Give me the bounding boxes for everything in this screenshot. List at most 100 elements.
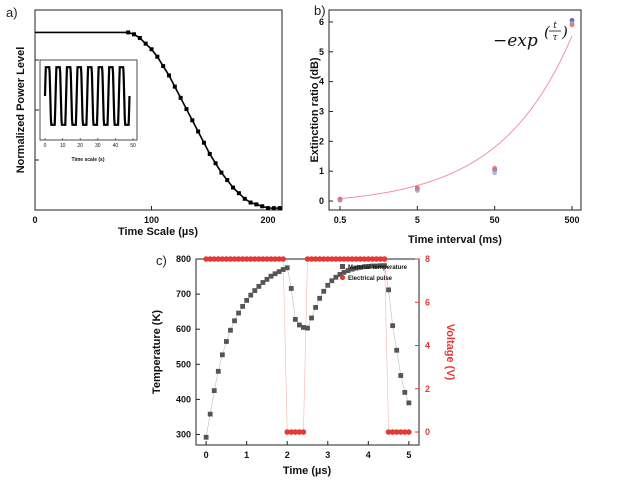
data-point (201, 140, 206, 145)
x-tick-label: 0 (204, 450, 209, 460)
data-point (260, 204, 265, 209)
legend-label-temperature: Material temperature (348, 265, 408, 271)
data-point (126, 30, 131, 35)
pulse-point (357, 256, 364, 262)
temperature-point (369, 263, 375, 269)
temperature-point (382, 263, 387, 269)
formula-denominator: τ (553, 33, 559, 43)
panel-c-points (203, 256, 412, 440)
temperature-point (224, 339, 229, 344)
temperature-point (394, 347, 400, 353)
data-point (492, 170, 498, 176)
y-tick-label: 500 (176, 359, 191, 369)
data-point (178, 95, 183, 100)
panel-b-points (337, 18, 575, 203)
pulse-point (219, 256, 226, 262)
data-point (207, 151, 212, 156)
data-point (166, 73, 171, 78)
pulse-point (235, 256, 242, 262)
x-tick-label: 50 (490, 215, 500, 225)
temperature-point (288, 286, 294, 291)
pulse-point (268, 256, 274, 262)
x-tick-label: 0 (32, 215, 37, 225)
panel-b-frame (328, 9, 582, 211)
formula-base: −exp (493, 31, 538, 51)
temperature-point (248, 292, 254, 298)
data-point (271, 206, 276, 211)
temperature-point (272, 271, 278, 277)
temperature-point (219, 352, 225, 358)
panel-a-label: a) (6, 5, 18, 20)
data-point (196, 129, 201, 134)
data-point (190, 118, 195, 123)
temperature-point (203, 434, 209, 440)
pulse-point (385, 429, 392, 435)
data-point (149, 47, 154, 52)
data-point (242, 196, 247, 201)
panel-c: c) 0 1 2 3 4 5 300 400 500 600 700 800 0 2 4 6 8 Materia… (151, 253, 456, 477)
temperature-point (280, 267, 286, 272)
temperature-point (402, 389, 408, 395)
data-point (231, 185, 236, 190)
data-point (155, 54, 160, 59)
inset-tick-label: 0 (44, 143, 47, 149)
pulse-point (239, 256, 246, 262)
legend-marker-pulse (339, 274, 346, 281)
y-tick-label: 0 (319, 196, 324, 206)
panel-a-x-axis-title: Time Scale (µs) (118, 226, 198, 238)
y-tick-label: 3 (319, 106, 324, 116)
pulse-point (349, 256, 355, 262)
legend-marker-temperature (340, 264, 345, 269)
data-point (492, 165, 498, 171)
pulse-point (251, 256, 258, 262)
y-tick-label: 4 (319, 77, 324, 87)
y-right-tick-label: 6 (425, 297, 430, 307)
pulse-point (284, 429, 291, 435)
temperature-point (240, 303, 246, 309)
pulse-point (304, 256, 311, 262)
temperature-point (256, 283, 262, 289)
pulse-point (296, 429, 303, 435)
pulse-point (329, 256, 335, 262)
pulse-point (406, 429, 412, 435)
panel-c-x-axis-title: Time (µs) (283, 465, 332, 477)
y-right-tick-label: 8 (425, 254, 430, 264)
x-tick-label: 5 (406, 450, 411, 460)
pulse-point (292, 429, 299, 435)
pulse-point (231, 256, 238, 262)
panel-a: a) 0 100 200 0 10 20 30 40 50 Time scale (s) Ti… (6, 5, 283, 238)
y-tick-label: 2 (319, 136, 324, 146)
temperature-point (301, 325, 306, 330)
x-tick-label: 500 (564, 215, 579, 225)
panel-b-label: b) (314, 3, 326, 18)
pulse-point (333, 256, 339, 262)
temperature-point (361, 264, 367, 270)
panel-c-label: c) (156, 253, 167, 268)
pulse-point (264, 256, 270, 262)
temperature-point (329, 278, 335, 284)
temperature-point (357, 265, 363, 270)
temperature-point (374, 263, 379, 269)
temperature-point (268, 273, 274, 279)
x-tick-label: 0.5 (334, 215, 347, 225)
pulse-point (308, 256, 315, 262)
pulse-point (341, 256, 347, 262)
data-point (213, 161, 218, 166)
y-tick-label: 6 (319, 17, 324, 27)
temperature-point (236, 310, 241, 316)
temperature-point (321, 288, 327, 294)
exp-fit-line (339, 35, 573, 200)
pulse-point (381, 256, 388, 262)
inset-waveform (43, 66, 131, 126)
pulse-point (389, 429, 396, 435)
temperature-point (309, 315, 314, 321)
pulse-point (256, 256, 262, 262)
pulse-point (393, 429, 400, 435)
x-tick-label: 4 (366, 450, 371, 460)
inset-x-axis-title: Time scale (s) (72, 157, 105, 163)
data-point (161, 64, 166, 69)
pulse-point (369, 256, 376, 262)
temperature-point (353, 265, 359, 271)
temperature-point (317, 295, 323, 301)
